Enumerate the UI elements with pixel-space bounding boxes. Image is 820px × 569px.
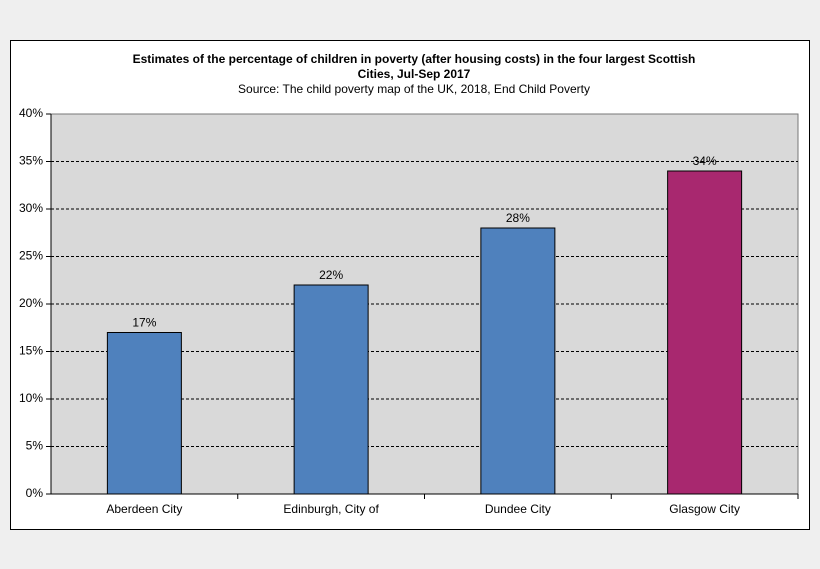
x-tick-label: Aberdeen City [106,502,182,516]
data-label: 34% [693,154,717,168]
y-tick-label: 10% [19,391,43,405]
y-tick-label: 5% [26,439,44,453]
y-tick-label: 40% [19,106,43,120]
bar [667,170,743,495]
bar [106,332,182,495]
bar [480,227,556,495]
bar [293,284,369,495]
x-tick-label: Glasgow City [669,502,740,516]
y-tick-label: 25% [19,249,43,263]
chart-title: Cities, Jul-Sep 2017 [358,67,471,81]
chart-title: Estimates of the percentage of children … [133,52,696,66]
data-label: 17% [132,316,156,330]
y-tick-label: 20% [19,296,43,310]
y-tick-label: 30% [19,201,43,215]
y-tick-label: 0% [26,486,44,500]
data-label: 28% [506,211,530,225]
chart-subtitle: Source: The child poverty map of the UK,… [238,82,590,96]
x-tick-label: Edinburgh, City of [283,502,379,516]
x-tick-label: Dundee City [485,502,551,516]
y-tick-label: 35% [19,154,43,168]
y-tick-label: 15% [19,344,43,358]
data-label: 22% [319,268,343,282]
